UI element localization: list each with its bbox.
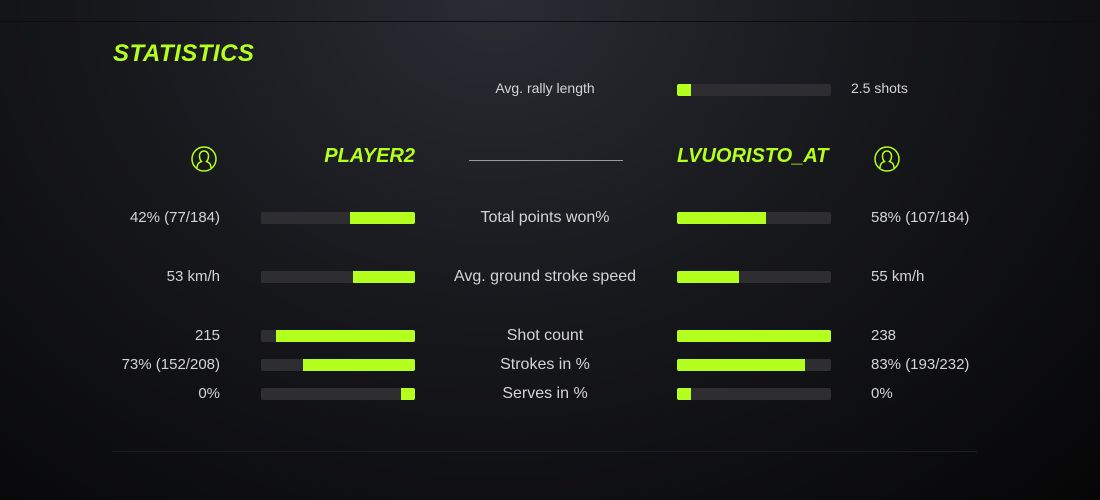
stat-right-bar-fill	[677, 271, 739, 283]
stat-label: Strokes in %	[500, 356, 590, 373]
stat-right-bar	[677, 359, 831, 371]
stat-left-bar	[261, 212, 415, 224]
stat-left-bar	[261, 330, 415, 342]
stat-right-bar	[677, 330, 831, 342]
stat-left-value: 215	[194, 327, 220, 344]
stat-right-value: 0%	[871, 385, 893, 402]
stat-right-bar	[677, 388, 831, 400]
page-title: STATISTICS	[113, 40, 255, 67]
stat-left-bar-fill	[350, 212, 415, 224]
stat-right-value: 83% (193/232)	[871, 356, 970, 373]
stat-right-bar-fill	[677, 359, 805, 371]
rally-value: 2.5 shots	[851, 80, 908, 96]
stat-label: Total points won%	[480, 209, 610, 226]
bottom-divider	[112, 451, 977, 452]
stat-left-value: 53 km/h	[166, 268, 220, 285]
rally-bar	[677, 84, 831, 96]
stat-right-bar-fill	[677, 388, 691, 400]
stat-right-bar-fill	[677, 330, 831, 342]
stat-left-bar-fill	[401, 388, 415, 400]
stat-left-bar-fill	[353, 271, 415, 283]
stat-right-bar	[677, 212, 831, 224]
stat-label: Serves in %	[502, 385, 588, 402]
stat-left-bar	[261, 359, 415, 371]
stat-right-bar	[677, 271, 831, 283]
stat-left-bar-fill	[302, 359, 415, 371]
stat-left-value: 42% (77/184)	[129, 209, 220, 226]
stat-left-bar	[261, 271, 415, 283]
stat-label: Shot count	[506, 327, 584, 344]
stat-left-value: 0%	[198, 385, 220, 402]
top-divider	[0, 21, 1100, 22]
stat-left-value: 73% (152/208)	[121, 356, 220, 373]
stat-label: Avg. ground stroke speed	[453, 268, 637, 285]
stat-left-bar	[261, 388, 415, 400]
stat-right-value: 238	[871, 327, 897, 344]
rally-label: Avg. rally length	[495, 80, 595, 96]
user-circle-icon	[191, 146, 217, 172]
stat-left-bar-fill	[276, 330, 415, 342]
user-circle-icon	[874, 146, 900, 172]
player-right-name: LVUORISTO_AT	[677, 145, 829, 167]
header-separator	[469, 160, 623, 161]
stat-right-bar-fill	[677, 212, 767, 224]
stat-right-value: 58% (107/184)	[871, 209, 970, 226]
player-left-name: PLAYER2	[324, 145, 415, 167]
rally-bar-fill	[677, 84, 691, 96]
stat-right-value: 55 km/h	[871, 268, 925, 285]
